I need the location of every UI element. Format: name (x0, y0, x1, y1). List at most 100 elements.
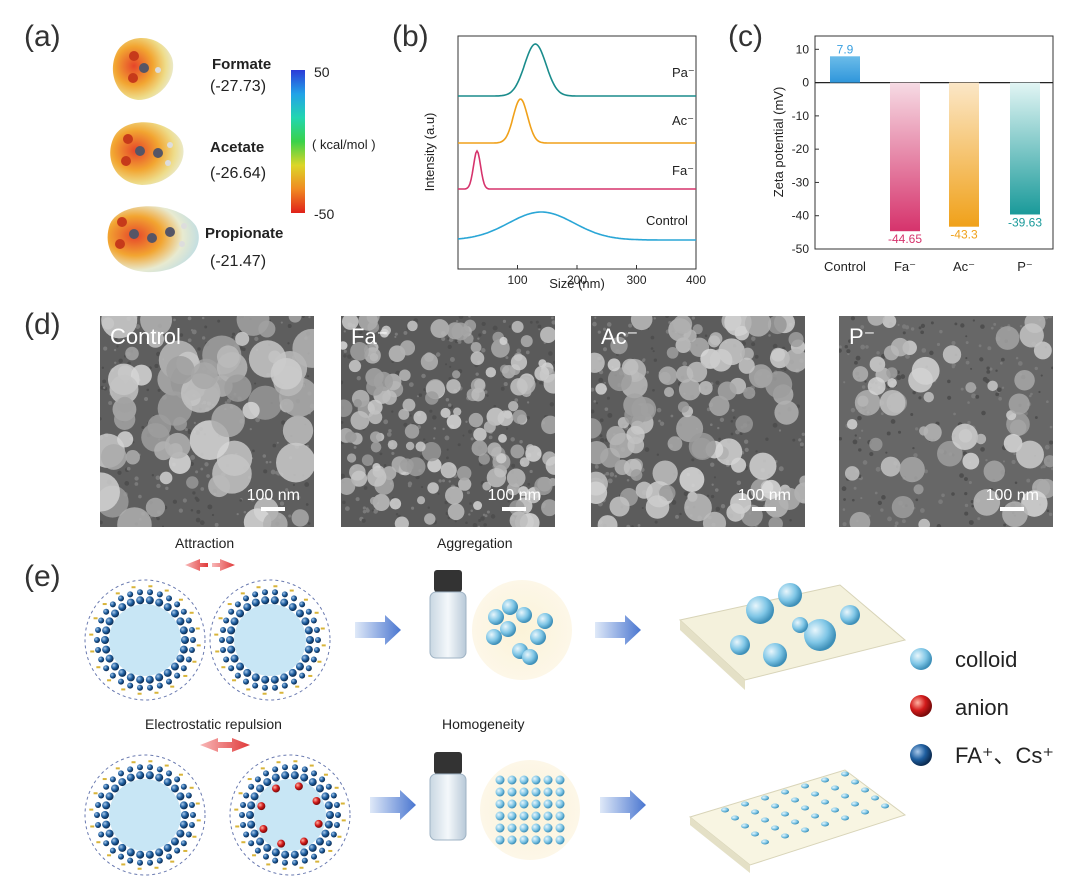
sem-particle (405, 441, 415, 451)
sem-noise (954, 322, 958, 326)
ligand-dash (178, 598, 183, 601)
sem-particle (369, 496, 379, 505)
sem-noise (602, 347, 607, 352)
sem-noise (1028, 394, 1032, 398)
sem-particle (891, 495, 915, 519)
sem-noise (990, 326, 994, 330)
ligand-dash (170, 685, 175, 688)
sem-particle (394, 516, 409, 527)
sem-noise (900, 374, 906, 379)
sem-noise (549, 402, 555, 407)
cation-sphere (263, 843, 272, 852)
sem-noise (508, 325, 512, 329)
sem-noise (987, 346, 992, 351)
sem-noise (146, 388, 150, 392)
sem-noise (395, 512, 399, 516)
cation-sphere (118, 595, 124, 602)
sem-noise (843, 381, 846, 384)
uniform-colloid (555, 835, 565, 845)
sem-particle (942, 345, 962, 364)
sem-noise (751, 336, 756, 341)
sem-particle (846, 419, 858, 430)
ligand-dash (282, 867, 287, 870)
sem-particle (145, 497, 166, 518)
sem-noise (100, 417, 102, 421)
sem-particle (510, 444, 525, 459)
cation-sphere (174, 776, 181, 783)
sem-noise (623, 332, 629, 338)
sem-noise (190, 455, 195, 460)
cation-sphere (301, 617, 310, 626)
aggregated-colloid (537, 613, 553, 629)
sem-particle (373, 371, 394, 392)
sem-particle (591, 481, 608, 504)
sem-noise (591, 409, 595, 414)
cation-sphere (101, 811, 109, 819)
cation-sphere (251, 598, 260, 607)
cation-sphere (243, 603, 252, 612)
sem-noise (307, 522, 311, 525)
sem-particle (125, 346, 139, 361)
cation-sphere (288, 603, 297, 612)
sem-particle (292, 328, 314, 368)
sem-particle (186, 476, 199, 489)
propionate-energy: (-21.47) (210, 253, 267, 270)
sem-noise (1011, 459, 1016, 465)
sem-particle (508, 400, 519, 412)
cation-sphere (234, 601, 241, 608)
sem-particle (545, 456, 555, 475)
cation-sphere (333, 802, 340, 809)
sem-noise (138, 494, 142, 499)
sem-particle (387, 439, 398, 450)
cation-sphere (281, 771, 290, 780)
sem-noise (850, 407, 856, 413)
sem-noise (505, 427, 509, 430)
zeta-y-tick-label: -20 (792, 142, 810, 156)
sem-noise (605, 471, 610, 476)
sem-noise (980, 447, 985, 452)
aggregated-colloid (522, 649, 538, 665)
sem-noise (964, 511, 969, 516)
cation-sphere (243, 831, 250, 838)
uniform-colloid (519, 799, 529, 809)
cation-sphere (166, 595, 172, 602)
cation-sphere (136, 764, 143, 771)
cation-sphere (180, 665, 187, 672)
sem-noise (239, 499, 243, 502)
sem-noise (778, 429, 782, 432)
sem-particle (784, 348, 805, 373)
sem-noise (478, 333, 482, 337)
sem-noise (447, 337, 450, 340)
cation-sphere (271, 773, 280, 782)
cation-sphere (325, 840, 332, 847)
sem-noise (255, 417, 261, 423)
cation-sphere (250, 792, 259, 801)
cation-sphere (176, 829, 185, 838)
sem-particle (291, 509, 309, 527)
sem-particle (673, 316, 693, 334)
ligand-dash (107, 679, 112, 682)
cation-sphere (126, 773, 135, 782)
ligand-dash (221, 666, 226, 669)
ligand-dash (293, 760, 298, 763)
aggregation-label: Aggregation (437, 535, 513, 551)
sem-noise (383, 419, 389, 425)
cation-sphere (136, 859, 143, 866)
sem-particle (1016, 440, 1044, 469)
legend-anion-icon (910, 695, 932, 717)
sem-noise (442, 479, 446, 483)
sem-noise (646, 370, 649, 374)
ligand-dash (183, 674, 188, 677)
sem-particle (630, 469, 643, 481)
sem-particle (708, 335, 721, 348)
sem-noise (918, 326, 922, 330)
sem-particle (591, 352, 605, 373)
sem-particle (867, 377, 886, 396)
dls-curve-3 (457, 211, 696, 241)
sem-noise (951, 365, 955, 369)
sem-noise (432, 415, 437, 420)
sem-noise (423, 438, 426, 441)
sem-noise (457, 443, 461, 447)
ligand-dash (196, 644, 201, 647)
sem-noise (1051, 467, 1053, 471)
